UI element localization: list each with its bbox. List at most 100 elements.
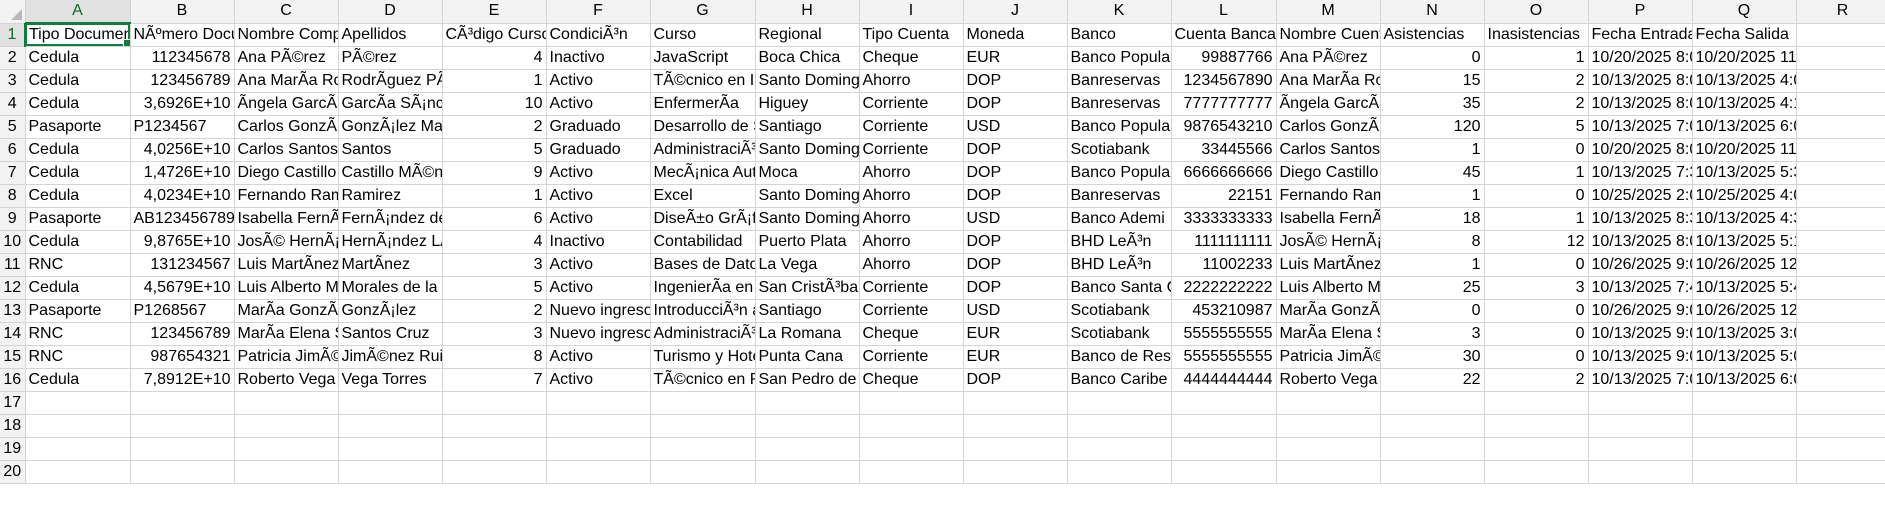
cell-g17[interactable]	[650, 391, 756, 415]
cell-e6[interactable]: 5	[442, 138, 547, 162]
cell-e15[interactable]: 8	[442, 345, 547, 369]
cell-m11[interactable]: Luis MartÃ­nez	[1276, 253, 1381, 277]
cell-l19[interactable]	[1171, 437, 1277, 461]
cell-i6[interactable]: Corriente	[859, 138, 964, 162]
row-header[interactable]: 6	[0, 138, 26, 162]
cell-m17[interactable]	[1276, 391, 1381, 415]
cell-d15[interactable]: JimÃ©nez Ruiz	[338, 345, 443, 369]
cell-p9[interactable]: 10/13/2025 8:30 AM	[1588, 207, 1693, 231]
cell-k15[interactable]: Banco de Reservas	[1067, 345, 1172, 369]
cell-q8[interactable]: 10/25/2025 4:00 PM	[1692, 184, 1797, 208]
cell-m6[interactable]: Carlos Santos	[1276, 138, 1381, 162]
cell-h10[interactable]: Puerto Plata	[755, 230, 860, 254]
cell-m13[interactable]: MarÃ­a GonzÃ¡lez	[1276, 299, 1381, 323]
cell-b15[interactable]: 987654321	[130, 345, 235, 369]
cell-b3[interactable]: 123456789	[130, 69, 235, 93]
cell-n2[interactable]: 0	[1380, 46, 1485, 70]
cell-p12[interactable]: 10/13/2025 7:45 AM	[1588, 276, 1693, 300]
cell-n6[interactable]: 1	[1380, 138, 1485, 162]
cell-p19[interactable]	[1588, 437, 1693, 461]
cell-i11[interactable]: Ahorro	[859, 253, 964, 277]
cell-l2[interactable]: 99887766	[1171, 46, 1277, 70]
cell-d19[interactable]	[338, 437, 443, 461]
select-all-button[interactable]	[0, 0, 26, 24]
cell-j15[interactable]: EUR	[963, 345, 1068, 369]
cell-k9[interactable]: Banco Ademi	[1067, 207, 1172, 231]
cell-b8[interactable]: 4,0234E+10	[130, 184, 235, 208]
cell-m2[interactable]: Ana PÃ©rez	[1276, 46, 1381, 70]
cell-c15[interactable]: Patricia JimÃ©nez	[234, 345, 339, 369]
cell-h12[interactable]: San CristÃ³bal	[755, 276, 860, 300]
cell-e20[interactable]	[442, 460, 547, 484]
cell-h20[interactable]	[755, 460, 860, 484]
cell-a10[interactable]: Cedula	[25, 230, 131, 254]
cell-j5[interactable]: USD	[963, 115, 1068, 139]
cell-k5[interactable]: Banco Popular	[1067, 115, 1172, 139]
cell-n10[interactable]: 8	[1380, 230, 1485, 254]
cell-p6[interactable]: 10/20/2025 8:00 AM	[1588, 138, 1693, 162]
cell-b2[interactable]: 112345678	[130, 46, 235, 70]
cell-f15[interactable]: Activo	[546, 345, 651, 369]
cell-q20[interactable]	[1692, 460, 1797, 484]
cell-h4[interactable]: Higuey	[755, 92, 860, 116]
cell-d9[interactable]: FernÃ¡ndez de la Cruz	[338, 207, 443, 231]
cell-a5[interactable]: Pasaporte	[25, 115, 131, 139]
cell-a16[interactable]: Cedula	[25, 368, 131, 392]
cell-l8[interactable]: 22151	[1171, 184, 1277, 208]
cell-n18[interactable]	[1380, 414, 1485, 438]
cell-l17[interactable]	[1171, 391, 1277, 415]
cell-h9[interactable]: Santo Domingo	[755, 207, 860, 231]
cell-f19[interactable]	[546, 437, 651, 461]
cell-o12[interactable]: 3	[1484, 276, 1589, 300]
cell-i3[interactable]: Ahorro	[859, 69, 964, 93]
cell-p7[interactable]: 10/13/2025 7:30 AM	[1588, 161, 1693, 185]
cell-r3[interactable]	[1796, 69, 1885, 93]
cell-h5[interactable]: Santiago	[755, 115, 860, 139]
row-header[interactable]: 20	[0, 460, 26, 484]
cell-f5[interactable]: Graduado	[546, 115, 651, 139]
cell-j19[interactable]	[963, 437, 1068, 461]
cell-f9[interactable]: Activo	[546, 207, 651, 231]
cell-r4[interactable]	[1796, 92, 1885, 116]
column-header-j[interactable]: J	[963, 0, 1068, 24]
cell-q19[interactable]	[1692, 437, 1797, 461]
cell-r14[interactable]	[1796, 322, 1885, 346]
cell-m1[interactable]: Nombre Cuenta	[1276, 23, 1381, 47]
cell-n17[interactable]	[1380, 391, 1485, 415]
cell-k3[interactable]: Banreservas	[1067, 69, 1172, 93]
cell-a14[interactable]: RNC	[25, 322, 131, 346]
cell-k14[interactable]: Scotiabank	[1067, 322, 1172, 346]
cell-e11[interactable]: 3	[442, 253, 547, 277]
cell-f13[interactable]: Nuevo ingreso	[546, 299, 651, 323]
cell-g12[interactable]: IngenierÃ­a en Sistemas	[650, 276, 756, 300]
cell-n14[interactable]: 3	[1380, 322, 1485, 346]
cell-j11[interactable]: DOP	[963, 253, 1068, 277]
cell-q17[interactable]	[1692, 391, 1797, 415]
cell-f2[interactable]: Inactivo	[546, 46, 651, 70]
cell-a4[interactable]: Cedula	[25, 92, 131, 116]
cell-c9[interactable]: Isabella FernÃ¡ndez	[234, 207, 339, 231]
cell-n3[interactable]: 15	[1380, 69, 1485, 93]
cell-l18[interactable]	[1171, 414, 1277, 438]
column-header-p[interactable]: P	[1588, 0, 1693, 24]
cell-n8[interactable]: 1	[1380, 184, 1485, 208]
cell-h13[interactable]: Santiago	[755, 299, 860, 323]
cell-j14[interactable]: EUR	[963, 322, 1068, 346]
row-header[interactable]: 19	[0, 437, 26, 461]
cell-n9[interactable]: 18	[1380, 207, 1485, 231]
cell-g2[interactable]: JavaScript	[650, 46, 756, 70]
cell-d4[interactable]: GarcÃ­a SÃ¡nchez	[338, 92, 443, 116]
cell-i4[interactable]: Corriente	[859, 92, 964, 116]
cell-h1[interactable]: Regional	[755, 23, 860, 47]
cell-d10[interactable]: HernÃ¡ndez LÃ³pez	[338, 230, 443, 254]
cell-p4[interactable]: 10/13/2025 8:00 AM	[1588, 92, 1693, 116]
cell-o15[interactable]: 0	[1484, 345, 1589, 369]
cell-c6[interactable]: Carlos Santos	[234, 138, 339, 162]
cell-i2[interactable]: Cheque	[859, 46, 964, 70]
cell-a6[interactable]: Cedula	[25, 138, 131, 162]
cell-r8[interactable]	[1796, 184, 1885, 208]
row-header[interactable]: 10	[0, 230, 26, 254]
cell-g19[interactable]	[650, 437, 756, 461]
cell-l13[interactable]: 453210987	[1171, 299, 1277, 323]
cell-f3[interactable]: Activo	[546, 69, 651, 93]
